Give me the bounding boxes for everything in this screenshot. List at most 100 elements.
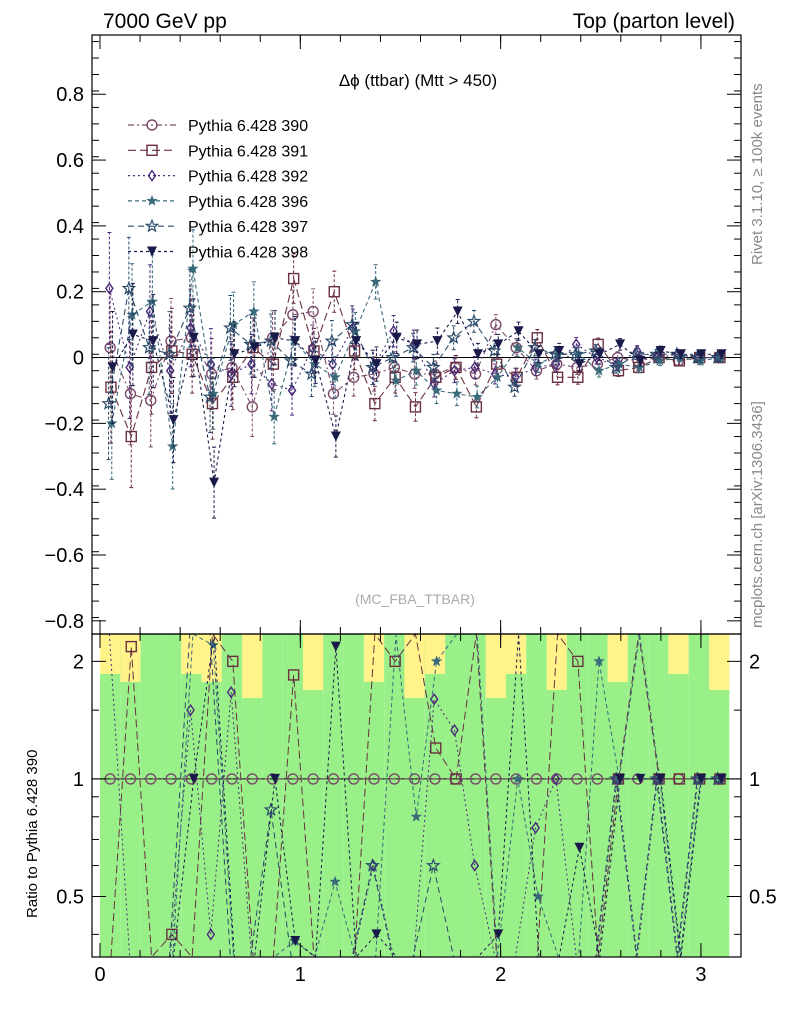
y-tick-label: 0.8 xyxy=(56,84,84,106)
ratio-tick-label-right: 2 xyxy=(749,651,760,673)
ratio-band-green xyxy=(587,634,608,957)
ratio-point xyxy=(716,773,727,784)
ratio-band-yellow xyxy=(303,634,324,690)
ratio-ylabel: Ratio to Pythia 6.428 390 xyxy=(24,750,41,918)
legend-label: Pythia 6.428 392 xyxy=(188,169,308,186)
ratio-point xyxy=(246,773,258,785)
data-point xyxy=(105,282,114,295)
data-point xyxy=(568,346,583,361)
data-point xyxy=(246,401,258,413)
ratio-point xyxy=(571,773,583,785)
data-point xyxy=(654,354,666,366)
ratio-point xyxy=(532,890,544,902)
axis-ticks: −0.8 −0.6 −0.4 −0.2 0 0.2 0.4 0.6 0.8 0.5 0.5 1 1 2 2 0… xyxy=(45,35,777,986)
ratio-point xyxy=(450,723,459,737)
ratio-band-green xyxy=(607,634,628,957)
ratio-band-green xyxy=(120,634,141,957)
ratio-point xyxy=(287,773,299,785)
data-point xyxy=(327,388,340,400)
ratio-band-green xyxy=(445,634,466,957)
data-point xyxy=(470,401,483,413)
ratio-point xyxy=(389,655,401,668)
y-tick-label: 0 xyxy=(73,348,84,370)
y-tick-label: −0.4 xyxy=(45,479,84,501)
ratio-band-green xyxy=(282,634,304,957)
data-point xyxy=(248,305,260,317)
data-point xyxy=(450,364,459,377)
ratio-point xyxy=(551,772,561,786)
legend-label: Pythia 6.428 396 xyxy=(188,194,308,211)
y-tick-label: −0.2 xyxy=(45,413,84,435)
data-point xyxy=(551,357,561,371)
ratio-band-yellow xyxy=(607,634,628,682)
data-point xyxy=(510,341,522,354)
data-point xyxy=(121,280,137,295)
data-point xyxy=(202,389,218,404)
ratio-point xyxy=(307,773,319,785)
data-point xyxy=(126,308,138,320)
ratio-point xyxy=(206,928,216,941)
x-tick-label: 1 xyxy=(295,964,306,986)
data-point xyxy=(593,364,605,376)
ratio-band-green xyxy=(709,634,730,957)
x-tick-label: 0 xyxy=(94,964,105,986)
data-point xyxy=(491,371,504,383)
data-point xyxy=(148,336,159,347)
ratio-band-green xyxy=(424,634,446,957)
main-panel-background xyxy=(92,35,741,634)
data-point xyxy=(551,371,564,383)
ratio-band-green xyxy=(485,634,507,957)
ratio-band-green xyxy=(201,634,222,957)
data-point xyxy=(531,332,543,344)
y-tick-label: −0.6 xyxy=(45,545,84,567)
ratio-point xyxy=(165,773,177,785)
data-point xyxy=(451,387,463,399)
ratio-uncertainty-bands xyxy=(100,634,730,957)
ratio-point xyxy=(615,773,626,784)
ratio-point xyxy=(188,773,199,784)
ratio-point xyxy=(490,773,502,785)
ratio-frame xyxy=(91,633,742,958)
data-point xyxy=(409,401,422,413)
ratio-point xyxy=(696,773,707,784)
ratio-band-green xyxy=(627,634,649,957)
data-point xyxy=(390,374,402,386)
ratio-band-yellow xyxy=(424,634,446,674)
data-point xyxy=(267,358,280,370)
data-point xyxy=(107,362,118,373)
data-point xyxy=(635,355,646,366)
data-point xyxy=(348,345,361,357)
data-point xyxy=(269,332,280,343)
ratio-tick-label-left: 2 xyxy=(73,651,84,673)
legend: Pythia 6.428 390 Pythia 6.428 391 Pythia 6… xyxy=(128,118,308,262)
data-point xyxy=(145,305,155,318)
data-point xyxy=(533,349,544,360)
plot-frames xyxy=(91,34,742,958)
ratio-band-green xyxy=(323,634,344,957)
ratio-point xyxy=(226,773,238,785)
ratio-band-green xyxy=(343,634,364,957)
ratio-point xyxy=(145,773,157,785)
data-point xyxy=(209,477,220,488)
legend-item: Pythia 6.428 398 xyxy=(128,245,308,262)
data-point xyxy=(512,341,524,353)
ratio-band-green xyxy=(465,634,486,957)
ratio-point xyxy=(430,742,442,754)
data-point xyxy=(696,349,707,360)
ratio-point xyxy=(655,773,666,784)
ratio-point xyxy=(531,821,541,834)
ratio-point xyxy=(572,655,584,668)
legend-label: Pythia 6.428 391 xyxy=(188,143,308,160)
data-point xyxy=(368,368,380,380)
data-point xyxy=(287,309,299,321)
ratio-point xyxy=(429,773,441,785)
ratio-point xyxy=(205,773,218,785)
data-point xyxy=(472,349,483,360)
ratio-point xyxy=(368,773,380,785)
data-point xyxy=(391,332,402,343)
legend-marker xyxy=(146,144,158,157)
data-point xyxy=(188,332,199,343)
ratio-point xyxy=(290,936,301,947)
data-point xyxy=(167,440,179,452)
